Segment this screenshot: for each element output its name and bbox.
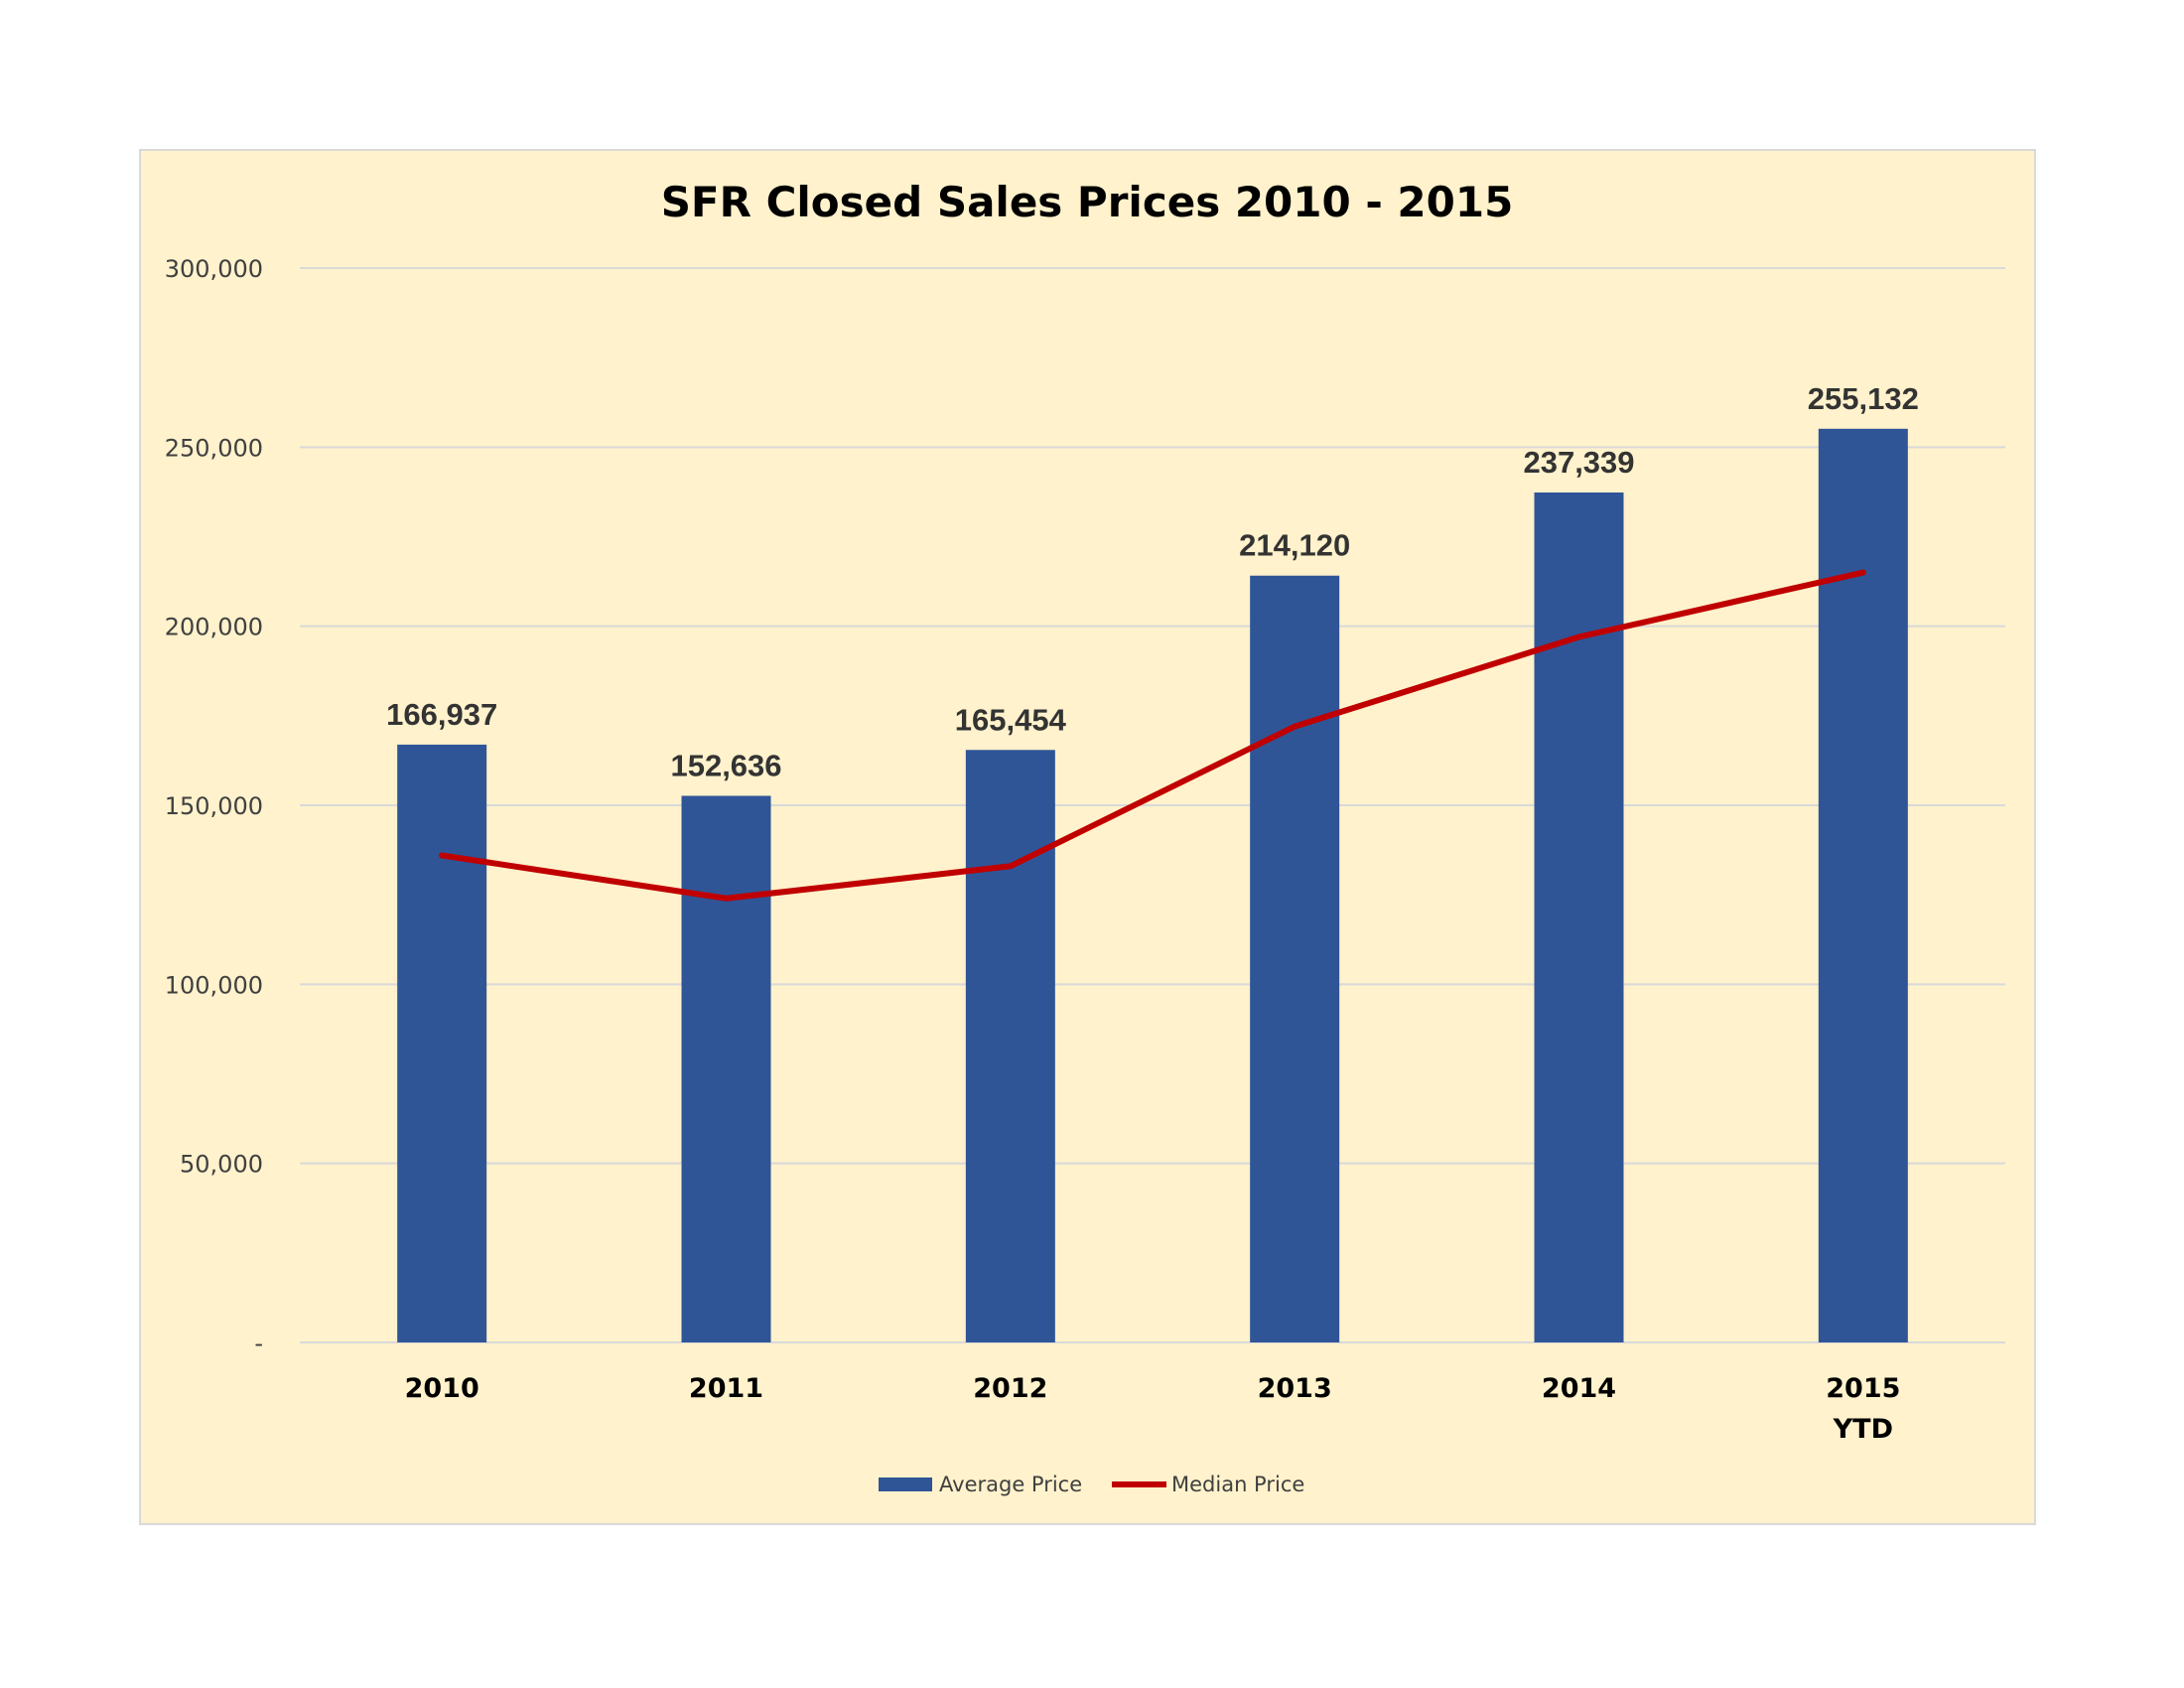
bar-data-label: 152,636 [670,748,781,782]
legend-median-price-label: Median Price [1171,1473,1304,1496]
y-tick-label: 250,000 [165,434,263,462]
bar-data-label: 237,339 [1523,445,1634,480]
x-tick-label: 2013 [1258,1373,1332,1404]
bar-data-label: 255,132 [1808,381,1919,416]
chart-title: SFR Closed Sales Prices 2010 - 2015 [661,178,1514,226]
legend: Average Price Median Price [879,1473,1304,1496]
y-tick-label: 100,000 [165,971,263,999]
bar-average-price [1818,428,1908,1342]
gridlines [300,267,2005,1343]
bar-data-labels: 166,937 152,636 165,454 214,120 237,339 255,1… [386,381,1919,783]
bar-average-price [965,750,1055,1342]
y-tick-label: - [254,1330,263,1357]
y-tick-label: 200,000 [165,614,263,641]
y-tick-label: 300,000 [165,255,263,283]
legend-average-price-label: Average Price [939,1473,1082,1496]
bar-data-label: 166,937 [386,697,497,732]
bar-average-price [681,795,771,1342]
bar-data-label: 214,120 [1239,528,1350,563]
y-axis-tick-labels: - 50,000 100,000 150,000 200,000 250,000 300,0… [165,255,263,1357]
bar-average-price [1534,492,1624,1343]
median-price-line-group [439,569,1866,902]
x-axis-tick-labels: 2010 2011 2012 2013 2014 2015 YTD [405,1373,1901,1445]
x-tick-label: 2012 [973,1373,1047,1404]
x-tick-label: 2010 [405,1373,479,1404]
y-tick-label: 150,000 [165,792,263,820]
x-tick-label: 2014 [1542,1373,1616,1404]
legend-average-price-swatch [879,1477,932,1491]
bar-average-price [1250,575,1340,1342]
x-tick-label: 2015 YTD [1826,1373,1900,1445]
median-price-line [439,569,1866,902]
bar-data-label: 165,454 [955,702,1067,737]
bar-average-price [397,744,487,1342]
y-tick-label: 50,000 [180,1151,263,1179]
x-tick-label: 2011 [689,1373,763,1404]
